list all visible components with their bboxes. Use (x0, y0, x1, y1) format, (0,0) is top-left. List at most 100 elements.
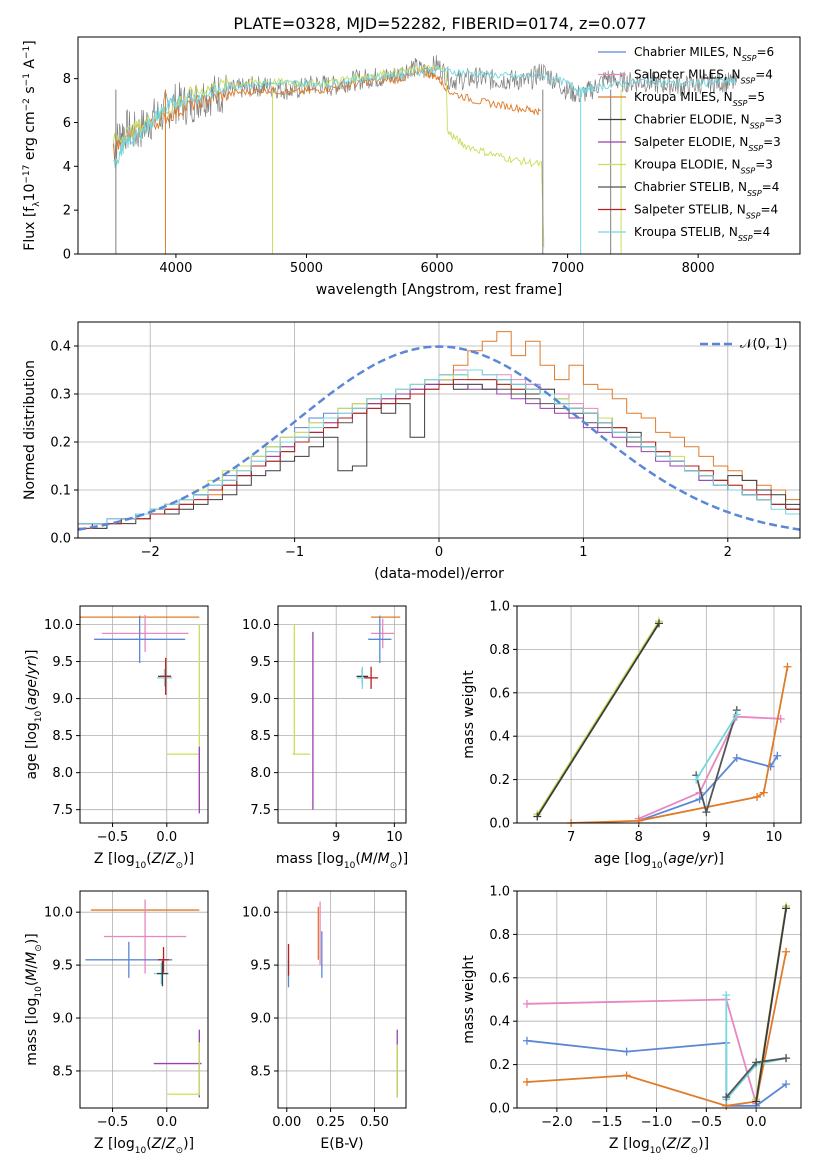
y-tick-label: 0.2 (50, 436, 71, 451)
x-tick-label: −1.5 (591, 1115, 623, 1130)
x-tick-label: 7 (567, 830, 575, 845)
x-tick-label: 0.25 (316, 1115, 345, 1130)
x-tick-label: −0.5 (97, 1115, 129, 1130)
y-tick-label: 0 (63, 248, 71, 263)
x-tick-label: 8 (635, 830, 643, 845)
y-tick-label: 8.5 (52, 1064, 73, 1079)
weight-marker (722, 1093, 731, 1102)
y-tick-label: 8.5 (250, 729, 271, 744)
x-axis-label: (data-model)/error (374, 566, 504, 582)
x-tick-label: −1.0 (641, 1115, 673, 1130)
legend-label: Chabrier MILES, NSSP=6 (634, 45, 774, 63)
legend-label: Kroupa STELIB, NSSP=4 (634, 225, 770, 243)
y-tick-label: 8.0 (52, 766, 73, 781)
spectrum-line (112, 65, 738, 171)
panel-7: −2.0 −1.5 −1.0 −0.5 0.0 0.0 0.2 0.4 0.6 0.8 1.0 Z [… (461, 885, 802, 1156)
weight-marker (752, 1058, 761, 1067)
y-tick-label: 8.5 (52, 729, 73, 744)
y-tick-label: 0.2 (489, 773, 510, 788)
x-tick-label: 8000 (682, 261, 715, 276)
panel-4: 7 8 9 10 0.0 0.2 0.4 0.6 0.8 1.0 age [log10(age/yr… (461, 600, 802, 871)
weight-marker (722, 991, 731, 1000)
weight-marker (782, 947, 791, 956)
x-tick-label: 10 (386, 830, 403, 845)
y-tick-label: 9.5 (250, 655, 271, 670)
y-tick-label: 0.1 (50, 484, 71, 499)
x-axis-label: Z [log10(Z/Z⊙)] (94, 851, 194, 871)
x-tick-label: 5000 (290, 261, 323, 276)
axes-frame (516, 605, 802, 824)
x-tick-label: 2 (724, 545, 732, 560)
x-tick-label: 7000 (551, 261, 584, 276)
x-tick-label: 0.0 (156, 1115, 177, 1130)
axes-frame (277, 605, 407, 824)
y-tick-label: 1.0 (489, 885, 510, 900)
x-tick-label: 0.0 (746, 1115, 767, 1130)
panel-6: 0.00 0.25 0.50 8.5 9.0 9.5 10.0 E(B-V) (242, 890, 407, 1152)
weight-line (725, 995, 787, 1102)
weight-marker (522, 999, 531, 1008)
y-tick-label: 0.0 (489, 817, 510, 832)
y-tick-label: 7.5 (250, 803, 271, 818)
x-tick-label: 0.00 (272, 1115, 301, 1130)
weight-marker (692, 775, 701, 784)
y-tick-label: 0.8 (489, 928, 510, 943)
weight-marker (702, 808, 711, 817)
spectrum-line (112, 68, 541, 157)
x-tick-label: 4000 (159, 261, 192, 276)
weight-line (536, 620, 660, 815)
x-tick-label: 0 (435, 545, 443, 560)
y-tick-label: 9.0 (250, 1012, 271, 1027)
y-tick-label: 9.0 (250, 692, 271, 707)
y-tick-label: 6 (63, 116, 71, 131)
x-axis-label: Z [log10(Z/Z⊙)] (94, 1136, 194, 1156)
weight-marker (622, 1071, 631, 1080)
weight-marker (533, 812, 542, 821)
y-tick-label: 9.5 (52, 959, 73, 974)
weight-line (536, 622, 660, 817)
panel-0: 4000 5000 6000 7000 8000 0 2 4 6 8 wavelength [Ang… (22, 36, 801, 298)
y-tick-label: 0.6 (489, 971, 510, 986)
y-tick-label: 9.5 (250, 959, 271, 974)
x-tick-label: −0.5 (97, 830, 129, 845)
y-tick-label: 2 (63, 204, 71, 219)
y-tick-label: 0.3 (50, 388, 71, 403)
y-tick-label: 9.5 (52, 655, 73, 670)
weight-line (755, 908, 787, 1102)
axes-frame (277, 890, 407, 1109)
y-tick-label: 10.0 (44, 618, 73, 633)
y-axis-label: mass [log10(M/M⊙)] (24, 933, 44, 1065)
y-axis-label: mass weight (461, 955, 477, 1044)
panel-2: −0.5 0.0 7.5 8.0 8.5 9.0 9.5 10.0 Z [log10(Z/Z⊙)… (24, 605, 209, 871)
y-tick-label: 8 (63, 72, 71, 87)
normal-curve (78, 345, 800, 531)
x-tick-label: 1 (579, 545, 587, 560)
weight-marker (752, 1097, 761, 1106)
y-tick-label: 0.6 (489, 686, 510, 701)
spectrum-line (112, 65, 545, 248)
axes-frame (516, 890, 802, 1109)
spectrum-line (112, 55, 737, 162)
legend-label: Chabrier STELIB, NSSP=4 (634, 180, 779, 198)
y-tick-label: 0.8 (489, 643, 510, 658)
y-tick-label: 9.0 (52, 1012, 73, 1027)
legend-label: Salpeter STELIB, NSSP=4 (634, 203, 778, 221)
panel-1: −2 −1 0 1 2 0.0 0.1 0.2 0.3 0.4 (data-model)/error… (22, 321, 801, 582)
axes-frame (77, 36, 801, 255)
y-tick-label: 10.0 (44, 906, 73, 921)
y-tick-label: 9.0 (52, 692, 73, 707)
weight-marker (522, 1077, 531, 1086)
y-tick-label: 8.5 (250, 1064, 271, 1079)
axes-frame (79, 605, 209, 824)
weight-line (638, 755, 779, 822)
y-tick-label: 0.0 (50, 532, 71, 547)
x-tick-label: −1 (285, 545, 304, 560)
x-axis-label: Z [log10(Z/Z⊙)] (609, 1136, 709, 1156)
y-axis-label: Normed distribution (22, 360, 38, 500)
histogram-step (78, 369, 800, 538)
weight-marker (773, 751, 782, 760)
legend-label: Salpeter ELODIE, NSSP=3 (634, 135, 781, 153)
figure-title: PLATE=0328, MJD=52282, FIBERID=0174, z=0… (233, 14, 646, 33)
legend-label: Chabrier ELODIE, NSSP=3 (634, 113, 782, 131)
legend-label: Kroupa MILES, NSSP=5 (634, 90, 765, 108)
